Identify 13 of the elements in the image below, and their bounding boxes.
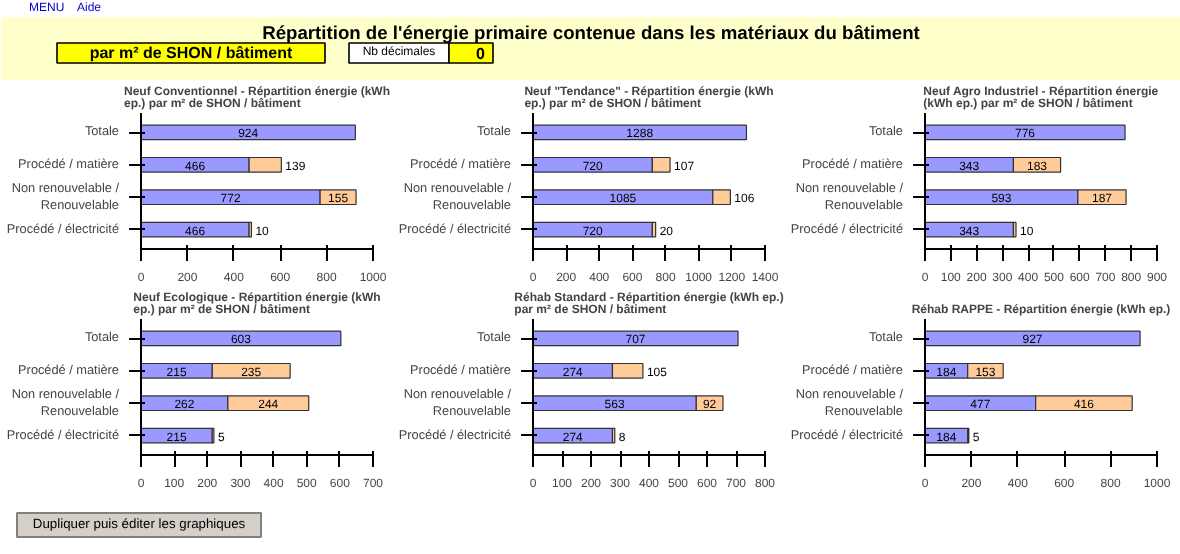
bar	[141, 124, 356, 141]
bar	[925, 221, 1015, 238]
bar	[533, 221, 653, 238]
bar	[533, 330, 739, 347]
text: Répartition de l'énergie primaire contenue dans les matériaux du bâtiment	[262, 23, 920, 43]
bar	[533, 427, 614, 444]
bar	[925, 124, 1126, 141]
bar	[533, 124, 748, 141]
text: 0	[476, 45, 487, 63]
text: par m² de SHON / bâtiment	[89, 44, 294, 62]
bar	[925, 330, 1141, 347]
bar	[141, 330, 342, 347]
bar	[141, 221, 250, 238]
